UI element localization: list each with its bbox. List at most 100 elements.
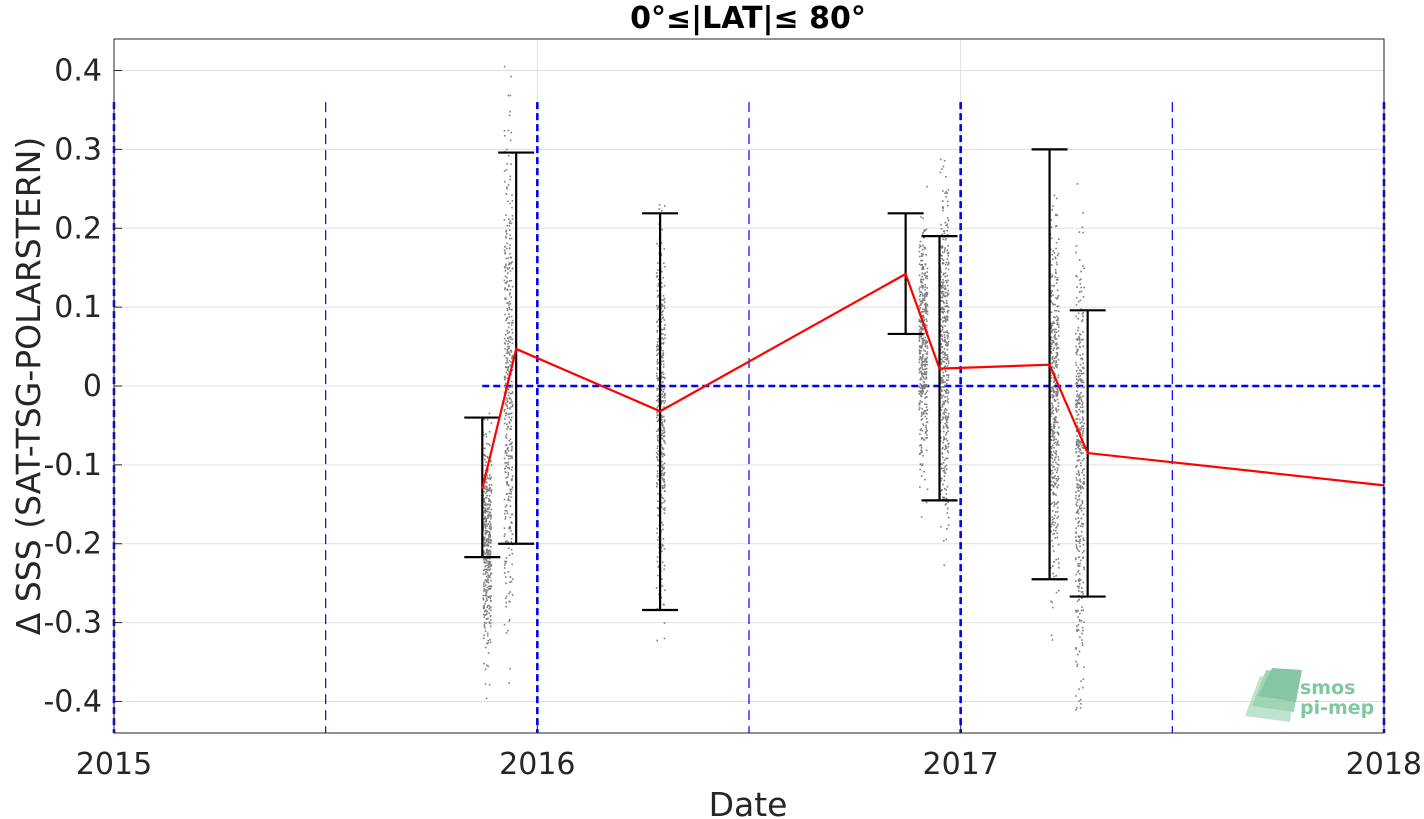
scatter-point	[1055, 356, 1058, 359]
scatter-point	[1081, 404, 1083, 406]
scatter-point	[511, 392, 514, 395]
scatter-point	[1083, 549, 1085, 552]
scatter-point	[947, 263, 949, 266]
scatter-point	[507, 461, 510, 464]
scatter-point	[486, 486, 488, 489]
scatter-point	[1051, 523, 1053, 525]
scatter-point	[503, 342, 506, 344]
scatter-point	[657, 414, 660, 416]
scatter-point	[1051, 518, 1054, 521]
scatter-point	[1050, 276, 1052, 278]
scatter-point	[1080, 278, 1082, 280]
scatter-point	[483, 497, 485, 500]
scatter-point	[1082, 482, 1084, 485]
scatter-point	[1075, 709, 1077, 711]
scatter-point	[505, 297, 507, 300]
scatter-point	[919, 255, 921, 258]
scatter-point	[947, 374, 949, 376]
scatter-point	[509, 175, 512, 178]
scatter-point	[1079, 369, 1081, 372]
scatter-point	[510, 530, 512, 532]
scatter-point	[925, 403, 928, 406]
scatter-point	[483, 590, 485, 592]
scatter-point	[505, 632, 508, 634]
scatter-point	[662, 390, 664, 393]
scatter-point	[657, 398, 660, 400]
scatter-point	[920, 216, 922, 218]
scatter-point	[504, 509, 507, 512]
scatter-point	[939, 436, 942, 439]
scatter-point	[1076, 505, 1078, 507]
scatter-point	[489, 525, 492, 527]
scatter-point	[1075, 539, 1077, 542]
scatter-point	[924, 343, 927, 345]
scatter-point	[1076, 663, 1079, 666]
scatter-point	[946, 275, 949, 277]
scatter-point	[1082, 410, 1085, 413]
scatter-point	[947, 415, 950, 417]
scatter-point	[487, 545, 490, 547]
scatter-point	[1081, 446, 1083, 449]
scatter-point	[483, 550, 485, 552]
scatter-point	[656, 367, 659, 369]
scatter-point	[1083, 568, 1086, 571]
scatter-point	[1078, 520, 1081, 523]
scatter-point	[661, 472, 664, 475]
scatter-point	[1054, 386, 1057, 389]
scatter-point	[1057, 409, 1060, 411]
scatter-point	[1081, 471, 1083, 474]
scatter-point	[507, 388, 510, 391]
scatter-point	[1050, 264, 1053, 266]
scatter-point	[1079, 406, 1082, 409]
scatter-point	[1056, 366, 1058, 369]
scatter-point	[506, 387, 509, 390]
scatter-point	[946, 425, 948, 427]
scatter-point	[657, 294, 659, 297]
scatter-point	[656, 607, 659, 610]
scatter-point	[508, 114, 511, 117]
scatter-point	[511, 403, 514, 406]
scatter-point	[655, 587, 658, 589]
scatter-point	[922, 423, 924, 425]
scatter-point	[1051, 454, 1054, 457]
scatter-point	[946, 292, 949, 294]
scatter-point	[925, 306, 927, 309]
scatter-point	[1080, 587, 1083, 589]
scatter-point	[1051, 411, 1054, 413]
scatter-point	[940, 223, 942, 226]
scatter-point	[926, 313, 929, 316]
scatter-point	[1050, 352, 1053, 354]
x-tick-label: 2017	[922, 747, 998, 782]
scatter-point	[486, 494, 489, 497]
scatter-point	[1055, 591, 1058, 594]
scatter-point	[1056, 297, 1059, 300]
scatter-point	[487, 581, 490, 584]
scatter-point	[1077, 587, 1080, 589]
scatter-point	[664, 377, 666, 380]
scatter-point	[1081, 425, 1083, 428]
scatter-point	[503, 129, 506, 132]
scatter-point	[489, 641, 492, 644]
scatter-point	[657, 566, 660, 569]
scatter-point	[1050, 237, 1053, 240]
scatter-point	[943, 334, 946, 336]
scatter-point	[484, 614, 486, 617]
scatter-point	[656, 414, 659, 416]
scatter-point	[509, 94, 512, 97]
scatter-point	[945, 237, 947, 240]
scatter-point	[943, 353, 945, 356]
scatter-point	[1052, 444, 1054, 447]
scatter-point	[921, 387, 923, 389]
scatter-point	[1078, 259, 1081, 261]
scatter-point	[1080, 509, 1083, 512]
scatter-point	[509, 139, 512, 142]
scatter-point	[505, 233, 508, 235]
scatter-point	[483, 604, 485, 607]
scatter-point	[504, 533, 506, 536]
scatter-point	[507, 332, 509, 335]
scatter-point	[1054, 482, 1056, 485]
scatter-point	[921, 389, 924, 392]
scatter-point	[1054, 468, 1056, 471]
scatter-point	[510, 364, 512, 367]
scatter-point	[662, 524, 664, 526]
